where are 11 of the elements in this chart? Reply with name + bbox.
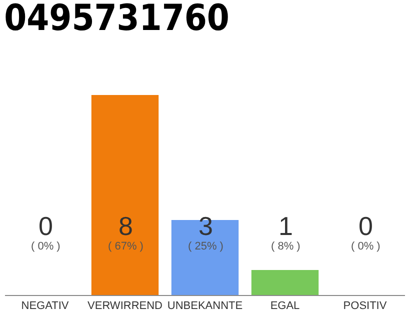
chart-title: 0495731760 xyxy=(4,0,230,39)
x-tick-label: UNBEKANNTE xyxy=(167,300,243,312)
data-label: 3 ( 25% ) xyxy=(188,211,224,252)
x-tick-label: EGAL xyxy=(270,300,300,312)
data-label: 0 ( 0% ) xyxy=(31,211,60,252)
x-tick-label: NEGATIV xyxy=(21,300,70,312)
data-label: 1 ( 8% ) xyxy=(271,211,300,252)
x-tick-label: VERWIRREND xyxy=(88,300,163,312)
x-tick-label: POSITIV xyxy=(343,300,388,312)
data-label: 0 ( 0% ) xyxy=(351,211,380,252)
data-label: 8 ( 67% ) xyxy=(108,211,144,252)
